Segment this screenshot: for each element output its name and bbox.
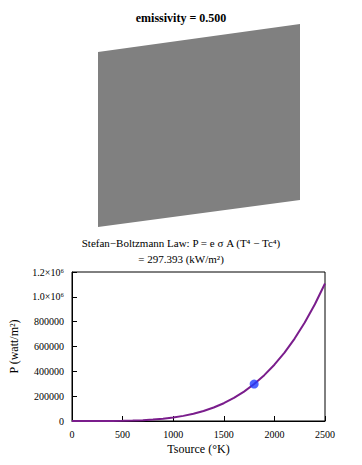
svg-text:0: 0 xyxy=(70,429,75,440)
svg-text:= 297.393 (kW/m²): = 297.393 (kW/m²) xyxy=(138,253,224,266)
svg-text:1500: 1500 xyxy=(214,429,234,440)
svg-text:1.2×10⁶: 1.2×10⁶ xyxy=(32,267,64,278)
svg-text:600000: 600000 xyxy=(34,341,64,352)
svg-text:1.0×10⁶: 1.0×10⁶ xyxy=(32,291,64,302)
svg-text:Stefan−Boltzmann Law: P = e σ: Stefan−Boltzmann Law: P = e σ A (T⁴ − Tc… xyxy=(82,237,281,250)
svg-text:2500: 2500 xyxy=(315,429,335,440)
svg-text:P (watt/m²): P (watt/m²) xyxy=(7,319,21,373)
svg-text:emissivity = 0.500: emissivity = 0.500 xyxy=(136,11,227,25)
svg-text:1000: 1000 xyxy=(163,429,183,440)
svg-text:2000: 2000 xyxy=(264,429,284,440)
svg-text:500: 500 xyxy=(115,429,130,440)
svg-text:800000: 800000 xyxy=(34,316,64,327)
svg-text:Tsource (°K): Tsource (°K) xyxy=(167,442,229,456)
svg-text:200000: 200000 xyxy=(34,391,64,402)
svg-text:400000: 400000 xyxy=(34,366,64,377)
svg-text:0: 0 xyxy=(59,416,64,427)
